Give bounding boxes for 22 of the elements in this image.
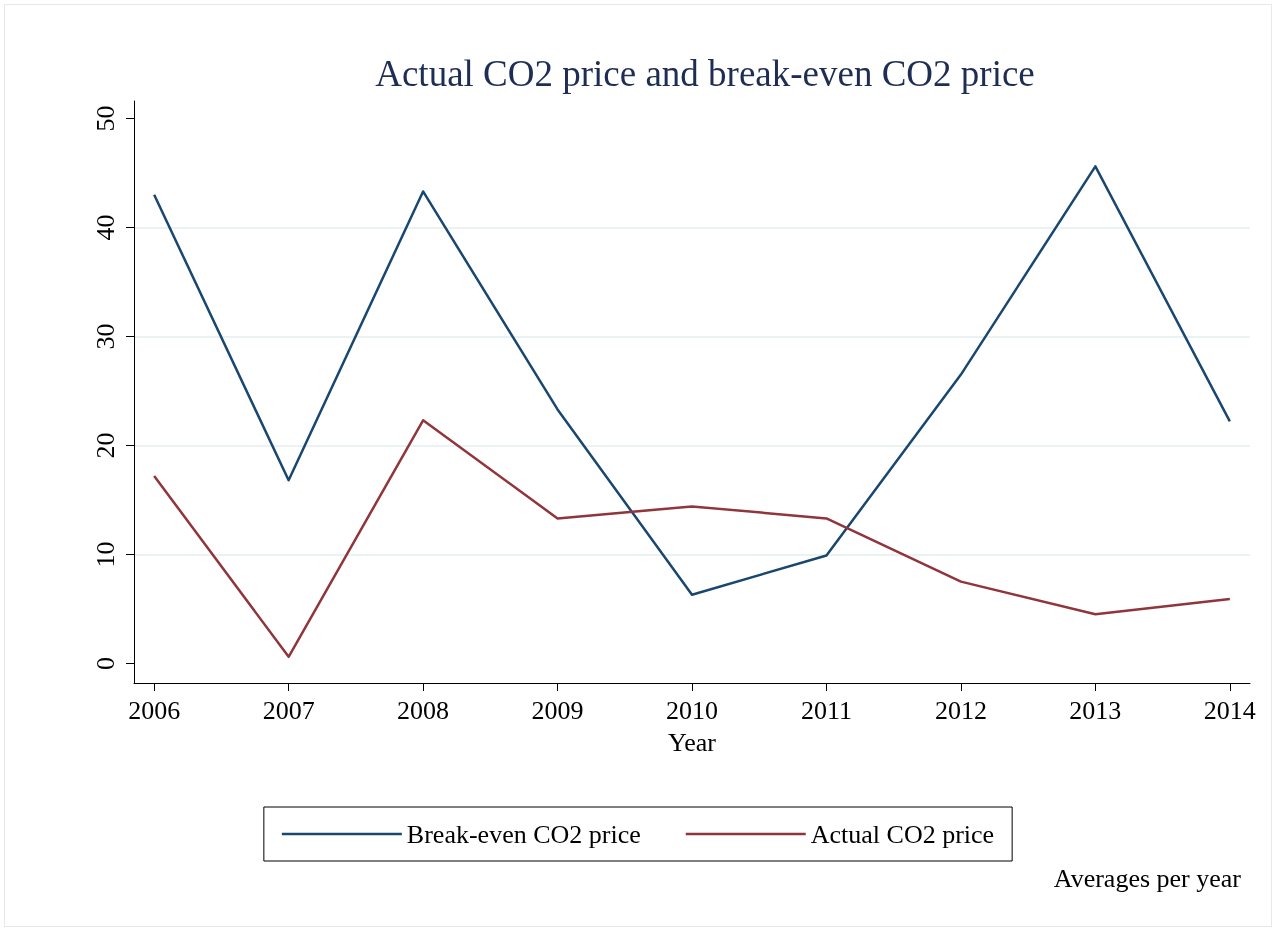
x-tick-label: 2010 <box>666 695 718 725</box>
line-series <box>152 419 1232 659</box>
x-tick-label: 2007 <box>262 695 315 725</box>
y-tick-label: 30 <box>90 323 120 350</box>
x-tick-label: 2006 <box>128 695 181 725</box>
y-tick-label: 0 <box>90 656 120 670</box>
x-tick-label: 2009 <box>531 695 584 725</box>
y-tick-label: 50 <box>90 105 120 132</box>
x-tick-label: 2013 <box>1069 695 1122 725</box>
y-tick-label: 40 <box>90 214 120 241</box>
x-tick-label: 2011 <box>800 695 852 725</box>
legend-label: Break-even CO2 price <box>406 819 641 849</box>
x-tick-label: 2008 <box>397 695 450 725</box>
y-tick-label: 10 <box>90 541 120 568</box>
text: Averages per year <box>1053 863 1242 893</box>
x-tick-label: 2014 <box>1203 695 1256 725</box>
x-tick-label: 2012 <box>934 695 987 725</box>
y-tick-label: 20 <box>90 432 120 459</box>
line-series <box>152 165 1232 596</box>
chart-title: Actual CO2 price and break-even CO2 price <box>375 53 1035 94</box>
legend-label: Actual CO2 price <box>810 819 995 849</box>
x-axis-title: Year <box>668 727 717 757</box>
